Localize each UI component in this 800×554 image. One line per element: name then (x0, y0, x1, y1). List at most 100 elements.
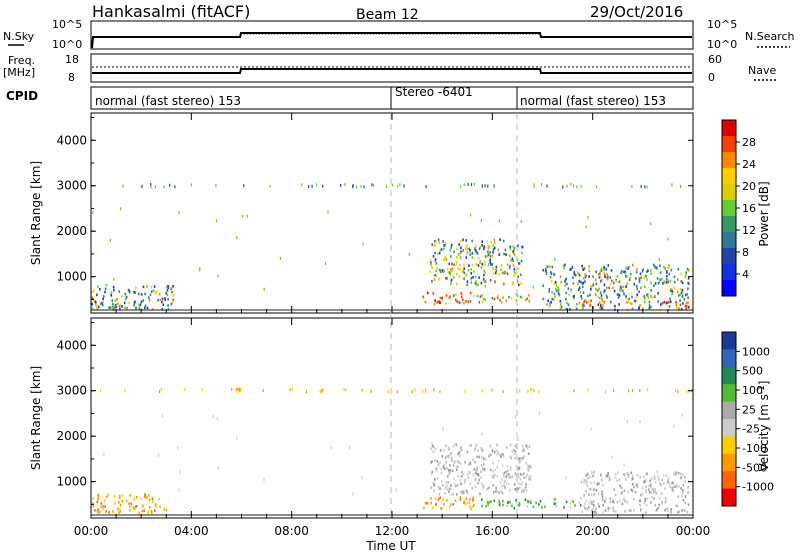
data-cell (450, 484, 452, 487)
data-cell (525, 485, 527, 489)
data-cell (649, 484, 652, 488)
data-cell (593, 481, 596, 484)
data-cell (114, 306, 116, 309)
data-cell (604, 509, 607, 512)
data-cell (473, 504, 475, 507)
data-cell (150, 290, 153, 293)
data-cell (463, 500, 466, 504)
data-cell (361, 388, 363, 392)
data-cell (677, 278, 679, 281)
data-cell (523, 489, 525, 493)
data-cell (686, 389, 688, 393)
data-cell (668, 305, 671, 308)
data-cell (509, 245, 512, 249)
data-cell (585, 225, 587, 229)
data-cell (468, 471, 470, 474)
data-cell (269, 184, 271, 188)
data-cell (613, 488, 615, 492)
data-cell (432, 506, 434, 510)
data-cell (606, 278, 609, 281)
data-cell (434, 260, 436, 263)
data-cell (450, 278, 453, 282)
data-cell (482, 486, 485, 489)
data-cell (514, 456, 517, 460)
data-cell (626, 282, 629, 285)
data-cell (609, 276, 612, 279)
data-cell (506, 272, 509, 276)
data-cell (492, 250, 494, 254)
data-cell (521, 251, 523, 255)
data-cell (148, 298, 151, 302)
data-cell (467, 182, 469, 186)
data-cell (650, 491, 652, 494)
data-cell (660, 492, 663, 496)
data-cell (450, 268, 452, 271)
data-cell (613, 501, 616, 504)
data-cell (516, 258, 519, 262)
data-cell (595, 507, 597, 511)
data-cell (588, 275, 590, 278)
data-cell (493, 491, 495, 494)
data-cell (657, 282, 660, 285)
data-cell (488, 245, 491, 249)
data-cell (553, 273, 556, 276)
data-cell (489, 444, 492, 448)
data-cell (508, 254, 511, 258)
data-cell (165, 508, 168, 512)
data-cell (455, 298, 457, 302)
data-cell (615, 280, 618, 283)
noise-tick-right-bottom: 10^0 (707, 38, 737, 51)
data-cell (528, 476, 531, 479)
data-cell (480, 266, 483, 269)
data-cell (578, 286, 581, 289)
data-cell (450, 452, 452, 455)
data-cell (482, 277, 485, 281)
data-cell (126, 306, 128, 310)
data-cell (480, 456, 483, 459)
data-cell (497, 459, 500, 463)
data-cell (321, 389, 323, 393)
data-cell (553, 498, 555, 501)
data-cell (581, 297, 583, 300)
data-cell (558, 293, 561, 297)
data-cell (669, 289, 672, 292)
data-cell (215, 219, 218, 223)
data-cell (454, 484, 457, 488)
data-cell (578, 301, 581, 305)
data-cell (657, 475, 660, 479)
data-cell (445, 481, 448, 484)
y-tick-label: 4000 (56, 133, 87, 147)
data-cell (635, 270, 638, 274)
data-cell (99, 287, 101, 291)
data-cell (491, 263, 494, 266)
power-y-label: Slant Range [km] (29, 161, 43, 265)
data-cell (589, 487, 592, 491)
data-cell (433, 483, 435, 486)
data-cell (165, 285, 168, 289)
data-cell (600, 267, 603, 270)
data-cell (591, 510, 593, 514)
data-cell (141, 509, 143, 513)
data-cell (139, 303, 142, 307)
data-cell (677, 471, 680, 475)
data-cell (630, 302, 633, 305)
data-cell (100, 302, 102, 306)
data-cell (674, 485, 676, 488)
data-cell (466, 473, 469, 477)
data-cell (640, 509, 642, 512)
data-cell (96, 307, 98, 311)
data-cell (462, 298, 464, 302)
data-cell (110, 294, 113, 297)
data-cell (593, 470, 595, 474)
data-cell (150, 512, 153, 515)
data-cell (154, 503, 157, 506)
data-cell (514, 444, 517, 448)
data-cell (424, 389, 427, 393)
data-cell (611, 507, 614, 510)
data-cell (588, 502, 591, 505)
data-cell (482, 389, 484, 393)
data-cell (494, 268, 497, 271)
data-cell (444, 242, 447, 245)
data-cell (325, 262, 327, 265)
